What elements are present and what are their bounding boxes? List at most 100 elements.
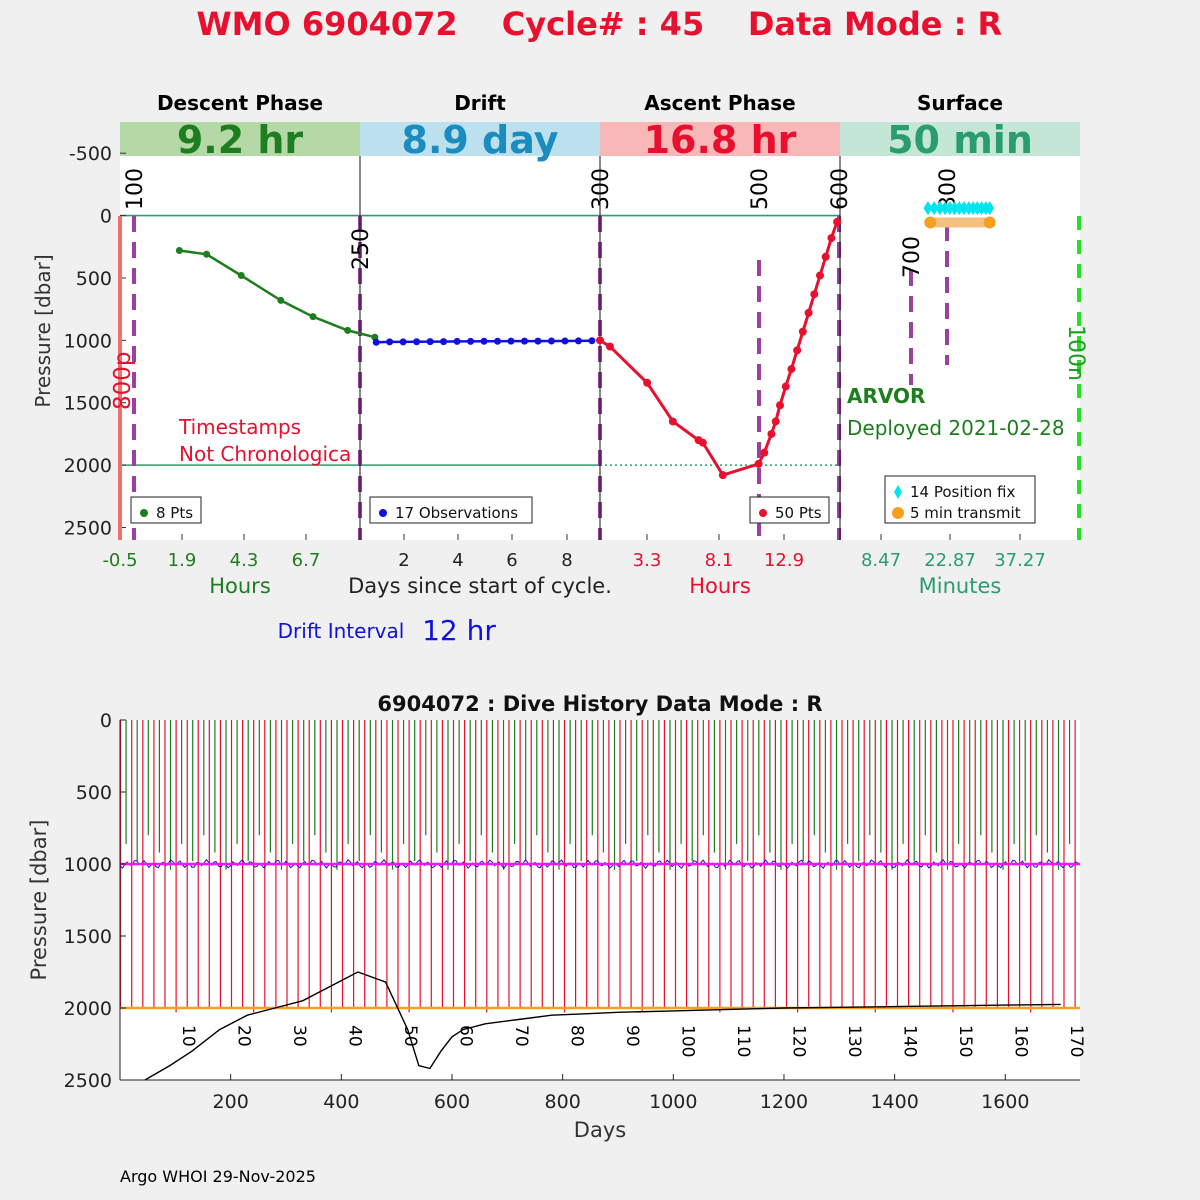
x-axis-label: Hours	[209, 574, 271, 598]
drift-point	[386, 338, 394, 346]
ascent-point	[668, 417, 677, 426]
float-type: ARVOR	[847, 384, 925, 408]
position-fix-point	[929, 201, 939, 216]
ascent-line	[599, 221, 839, 477]
vertical-marker-label: 700	[900, 236, 925, 278]
legend-marker	[892, 507, 904, 519]
ascent-point	[781, 382, 790, 391]
ascent-point	[606, 342, 614, 351]
panel-bg-0	[120, 122, 360, 540]
cycle-label: 80	[567, 1025, 587, 1047]
cycle-label: 90	[622, 1025, 642, 1047]
x-tick-label: -0.5	[102, 550, 137, 571]
ascent-point	[798, 327, 807, 336]
history-y-tick-label: 2000	[64, 998, 112, 1020]
warning-line-2: Not Chronologica	[179, 442, 351, 466]
history-x-tick-label: 800	[545, 1091, 581, 1113]
park-pressure-label: 800p	[110, 352, 136, 411]
y-tick-label: 0	[100, 206, 112, 228]
ascent-point	[793, 346, 802, 355]
y-tick-label: 2500	[64, 518, 112, 540]
drift-point	[534, 337, 542, 345]
descent-spikes	[125, 720, 1071, 870]
cycle-label: 40	[345, 1025, 365, 1047]
title-wmo: WMO 6904072	[196, 5, 457, 43]
cycle-label: 30	[289, 1025, 309, 1047]
history-y-tick-label: 1000	[64, 854, 112, 876]
phase-title: Drift	[454, 91, 506, 115]
legend-marker	[379, 509, 387, 517]
descent-point	[175, 247, 183, 255]
ascent-point	[767, 429, 776, 438]
cycle-label: 130	[844, 1025, 864, 1057]
ascent-point	[754, 459, 763, 468]
cycle-label: 70	[511, 1025, 531, 1047]
drift-point	[399, 338, 407, 346]
history-x-label: Days	[574, 1118, 626, 1142]
history-y-tick-label: 500	[76, 782, 112, 804]
x-tick-label: 22.87	[924, 550, 976, 571]
cycle-label: 120	[789, 1025, 809, 1057]
drift-point	[372, 338, 380, 346]
drift-point	[467, 337, 475, 345]
phase-duration: 9.2 hr	[177, 118, 304, 162]
history-x-tick-label: 1000	[649, 1091, 697, 1113]
title-cycle: Cycle# : 45	[502, 5, 704, 43]
vertical-marker-label: 500	[748, 168, 773, 210]
position-fix-point	[954, 201, 964, 216]
y-tick-label: 2000	[64, 455, 112, 477]
drift-point	[494, 337, 502, 345]
cycle-label: 140	[900, 1025, 920, 1057]
ascent-point	[821, 252, 830, 261]
descent-point	[203, 250, 211, 258]
x-tick-label: 6	[506, 550, 517, 571]
history-y-tick-label: 2500	[64, 1070, 112, 1092]
transmit-point	[983, 216, 996, 229]
x-tick-label: 3.3	[633, 550, 662, 571]
legend-marker	[759, 509, 767, 517]
vertical-marker-label: 100	[123, 168, 148, 210]
position-fix-point	[935, 201, 945, 216]
history-title: 6904072 : Dive History Data Mode : R	[377, 692, 822, 716]
history-x-tick-label: 600	[434, 1091, 470, 1113]
cycle-label: 50	[400, 1025, 420, 1047]
history-y-tick-label: 0	[100, 710, 112, 732]
position-fix-point	[985, 201, 995, 216]
position-fix-point	[950, 201, 960, 216]
x-axis-label: Hours	[689, 574, 751, 598]
descent-point	[309, 313, 317, 321]
y-tick-label: 1500	[64, 393, 112, 415]
x-tick-label: 4.3	[230, 550, 259, 571]
drift-point	[453, 337, 461, 345]
position-fix-point	[940, 201, 950, 216]
legend-text: 5 min transmit	[910, 504, 1021, 522]
drift-point	[574, 337, 582, 345]
ascent-point	[810, 290, 819, 299]
legend-text: 17 Observations	[395, 504, 518, 522]
y-tick-label: 1000	[64, 330, 112, 352]
cycle-label: 60	[456, 1025, 476, 1047]
x-tick-label: 4	[452, 550, 463, 571]
top-panels: Descent Phase 9.2 hr Drift 8.9 day Ascent Ph…	[31, 91, 1088, 598]
ascent-point	[787, 365, 796, 374]
x-tick-label: 8.47	[861, 550, 901, 571]
history-x-tick-label: 1600	[981, 1091, 1029, 1113]
history-x-tick-label: 200	[213, 1091, 249, 1113]
phase-header-band	[840, 122, 1080, 156]
x-tick-label: 12.9	[764, 550, 804, 571]
drift-point	[520, 337, 528, 345]
phase-header-band	[600, 122, 840, 156]
transmit-point	[924, 216, 937, 229]
cycle-label: 160	[1011, 1025, 1031, 1057]
position-fix-point	[945, 201, 955, 216]
ascent-point	[596, 336, 604, 345]
drift-point	[507, 337, 515, 345]
legend-marker	[894, 485, 902, 499]
panel-bg-1	[360, 122, 600, 540]
history-x-tick-label: 400	[323, 1091, 359, 1113]
x-axis-label: Minutes	[919, 574, 1002, 598]
phase-duration: 50 min	[887, 118, 1033, 162]
position-fix-point	[959, 201, 969, 216]
history-x-tick-label: 1400	[870, 1091, 918, 1113]
